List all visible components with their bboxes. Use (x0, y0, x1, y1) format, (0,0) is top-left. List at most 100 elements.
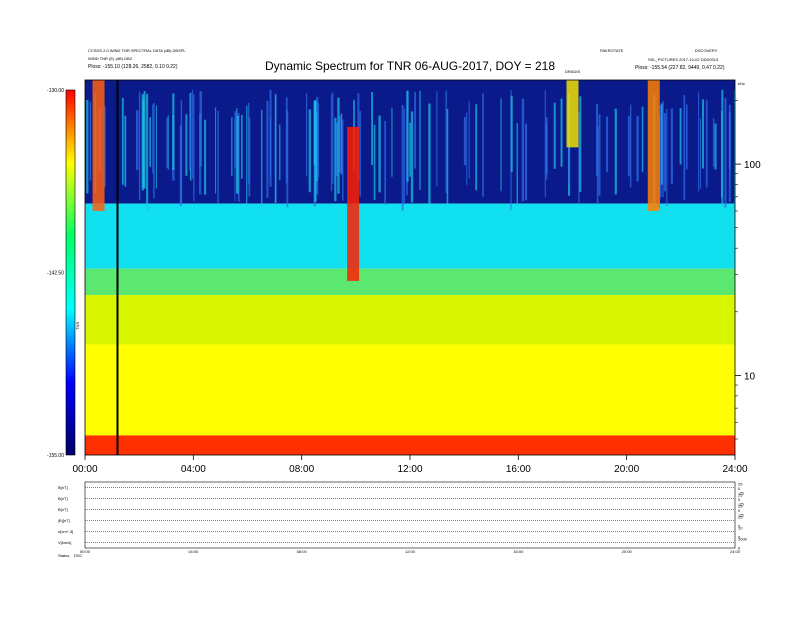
spectrum-streak (662, 100, 664, 197)
spectrum-streak (313, 100, 316, 165)
time-tick-label: 12:00 (397, 464, 422, 475)
spectrum-streak (698, 92, 700, 192)
spectrum-streak (712, 118, 715, 167)
spectrum-streak (172, 93, 175, 170)
freq-tick-label: 10 (744, 371, 756, 382)
spectrum-streak (330, 94, 333, 192)
spectrum-streak (409, 122, 411, 177)
spectrum-streak (142, 99, 145, 188)
spectrum-streak (614, 108, 617, 195)
spectrum-streak (544, 90, 546, 198)
spectrum-streak (269, 89, 272, 187)
spectrum-streak (545, 116, 548, 175)
spectrum-streak (279, 124, 281, 181)
frequency-axis: 100 10 (735, 100, 761, 440)
spectrum-streak (336, 122, 339, 177)
panel-frame (84, 481, 736, 549)
panel-label: B[nT] (58, 507, 68, 512)
spectrum-streak (166, 117, 168, 168)
panel-right-tick-label: 0 (738, 508, 741, 513)
time-tick-label: 08:00 (289, 464, 314, 475)
spectrum-streak (86, 99, 89, 194)
time-axis: 00:00 04:00 08:00 12:00 16:00 20:00 24:00 (72, 455, 748, 475)
spectrum-streak (340, 113, 343, 175)
spectrum-streak (436, 91, 438, 187)
spectrum-streak (659, 105, 662, 198)
panel-right-tick-label: 10 (738, 526, 743, 531)
header-left-line-2: WIND TNR (E) (dB) DBZ (88, 56, 133, 61)
panel-time-tick-label: 16:00 (513, 549, 524, 554)
colorbar-tick-label: -155.00 (47, 453, 64, 459)
panel-time-tick-label: 00:00 (80, 549, 91, 554)
spectrum-streak (199, 113, 202, 195)
spectrum-streak (446, 108, 449, 204)
header-left-line-1: CCSDS 2.0 WIND TNR SPECTRAL DATA (dB) DB… (88, 48, 186, 53)
spectrum-streak (237, 112, 240, 202)
spectrum-streak (391, 107, 393, 177)
spectrum-streak (714, 123, 717, 170)
spectrum-band (85, 295, 735, 345)
panel-label: V[km/s] (58, 540, 71, 545)
time-tick-label: 24:00 (722, 464, 747, 475)
spectrum-band (85, 268, 735, 296)
spectrum-streak (236, 115, 239, 194)
panel-right-tick-label: 25 (738, 515, 743, 520)
spectrum-band (85, 435, 735, 455)
spectrum-streak (191, 89, 194, 180)
spectrum-streak (579, 96, 582, 192)
spectrum-streak (598, 114, 601, 196)
spectrum-streak (524, 123, 528, 201)
spectrum-streak (378, 115, 381, 193)
spectrum-streak (414, 92, 417, 169)
spectrum-streak (670, 108, 673, 184)
colorbar-tick-label: -142.50 (47, 271, 64, 277)
panel-label: n[cm^-3] (58, 529, 73, 534)
spectrum-streak (146, 93, 149, 211)
colorbar-label: TNR (75, 322, 80, 330)
spectrum-streak (500, 98, 502, 192)
spectrum-streak (231, 117, 233, 177)
spectrum-streak (337, 97, 340, 194)
panel-right-tick-label: 0 (738, 546, 741, 551)
time-tick-label: 04:00 (181, 464, 206, 475)
spectrum-streak (167, 115, 169, 170)
spectrum-streak (215, 107, 217, 194)
panel-right-tick-label: -25 (738, 513, 745, 518)
panel-right-tick-label: 1000 (738, 537, 748, 542)
panel-right-tick-label: 25 (738, 482, 743, 487)
spectrum-streak (332, 92, 334, 184)
spectrum-streak (560, 98, 563, 167)
spectrum-streak (143, 91, 146, 189)
panel-right-tick-label: -25 (738, 491, 745, 496)
spectrum-streak (384, 120, 387, 205)
right-corner-label: kHz (738, 81, 745, 86)
spectrum-streak (315, 112, 318, 182)
header-right-line-1: PAKROTATE (600, 48, 624, 53)
panel-label: B[nT] (58, 496, 68, 501)
spectrum-streak (521, 98, 525, 202)
spectrum-streak (636, 116, 639, 182)
spectrum-streak (666, 108, 668, 206)
header-right-line-4: Ploss: -155.54 (227.82, 9449, 0.47 0.22) (635, 65, 725, 71)
panel-right-tick-label: 25 (738, 493, 743, 498)
chart-title: Dynamic Spectrum for TNR 06-AUG-2017, DO… (265, 59, 555, 73)
spectrum-streak (138, 91, 141, 201)
spectrum-streak (266, 100, 269, 198)
spectrum-streak (185, 114, 188, 176)
spectrum-streak (679, 108, 682, 165)
spectrum-streak (248, 117, 251, 197)
footer-source-label: DSC (74, 553, 83, 558)
panel-time-tick-label: 24:00 (730, 549, 741, 554)
spectrum-streak (316, 102, 320, 178)
spectrum-streak (445, 90, 447, 194)
spectrum-streak (286, 110, 289, 208)
spectrum-streak (406, 90, 409, 182)
radio-burst (347, 126, 360, 281)
colorbar-ticks: -130.00 -142.50 -155.00 (47, 88, 64, 459)
spectrum-streak (401, 104, 404, 211)
header-left-line-3: Ploss: -155.10 (128.26, 2582, 0.10 0.22) (88, 64, 178, 70)
spectrum-streak (463, 116, 467, 166)
spectrum-streak (660, 103, 663, 185)
panel-right-tick-label: 0 (738, 486, 741, 491)
spectrum-streak (553, 102, 556, 169)
